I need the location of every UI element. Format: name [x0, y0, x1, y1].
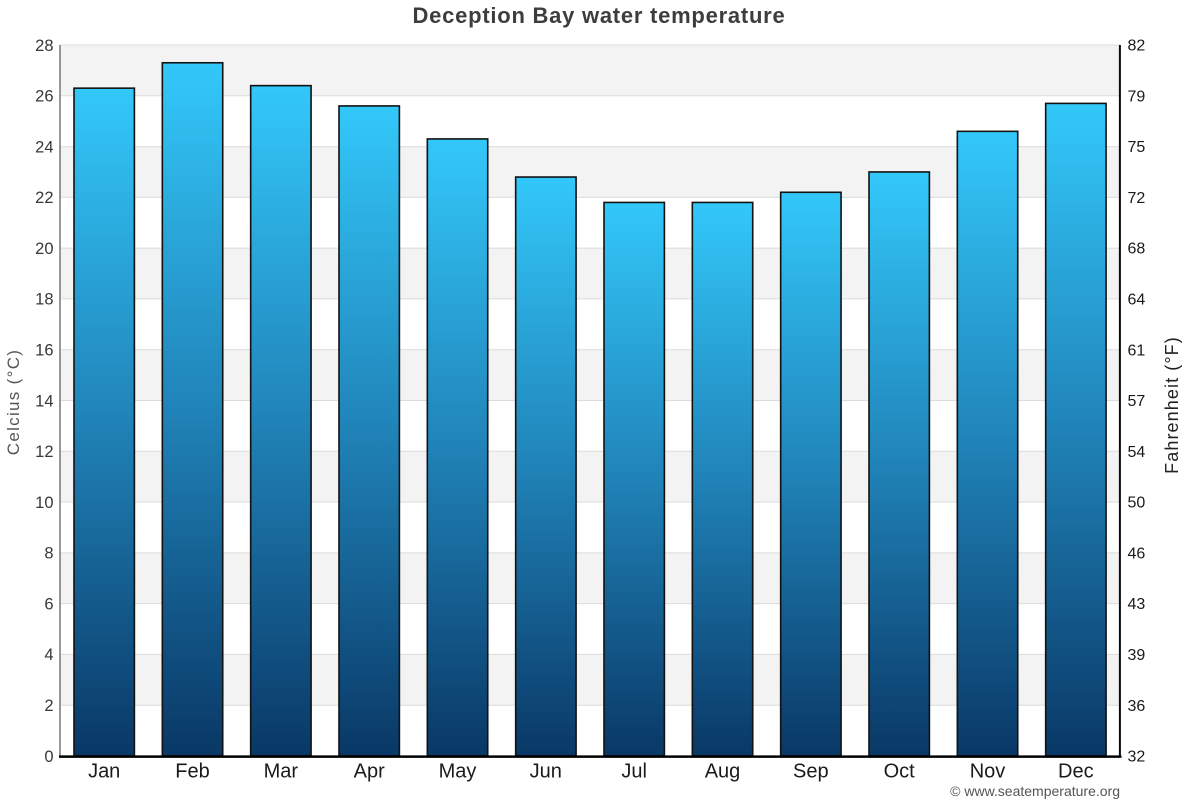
svg-text:14: 14 [35, 392, 53, 410]
svg-text:Celcius (°C): Celcius (°C) [4, 349, 23, 455]
svg-text:May: May [439, 761, 477, 783]
svg-text:20: 20 [35, 240, 53, 258]
svg-text:57: 57 [1128, 393, 1146, 410]
svg-text:72: 72 [1128, 190, 1146, 207]
svg-text:Jul: Jul [621, 761, 647, 783]
svg-text:39: 39 [1128, 647, 1146, 664]
svg-text:50: 50 [1128, 495, 1146, 512]
svg-text:18: 18 [35, 291, 53, 309]
svg-text:54: 54 [1128, 444, 1146, 461]
svg-text:82: 82 [1128, 38, 1146, 55]
svg-text:Fahrenheit (°F): Fahrenheit (°F) [1162, 336, 1182, 474]
svg-text:10: 10 [35, 494, 53, 512]
svg-text:64: 64 [1128, 292, 1146, 309]
svg-text:12: 12 [35, 443, 53, 461]
svg-text:68: 68 [1128, 241, 1146, 258]
svg-text:Aug: Aug [705, 761, 741, 783]
svg-text:Jun: Jun [530, 761, 562, 783]
svg-text:32: 32 [1128, 749, 1146, 766]
svg-text:4: 4 [44, 646, 53, 664]
svg-text:Jan: Jan [88, 761, 120, 783]
svg-text:8: 8 [44, 545, 53, 563]
svg-text:Oct: Oct [884, 761, 916, 783]
svg-text:22: 22 [35, 189, 53, 207]
svg-text:Sep: Sep [793, 761, 829, 783]
svg-text:Dec: Dec [1058, 761, 1094, 783]
svg-text:16: 16 [35, 342, 53, 360]
svg-text:Mar: Mar [264, 761, 299, 783]
svg-text:36: 36 [1128, 698, 1146, 715]
svg-text:61: 61 [1128, 342, 1146, 359]
svg-text:43: 43 [1128, 596, 1146, 613]
svg-text:Deception Bay water temperatur: Deception Bay water temperature [413, 3, 786, 28]
svg-text:75: 75 [1128, 139, 1146, 156]
svg-text:28: 28 [35, 37, 53, 55]
svg-text:6: 6 [44, 595, 53, 613]
svg-text:0: 0 [44, 748, 53, 766]
svg-text:26: 26 [35, 88, 53, 106]
svg-text:Nov: Nov [970, 761, 1006, 783]
svg-text:79: 79 [1128, 88, 1146, 105]
svg-text:© www.seatemperature.org: © www.seatemperature.org [950, 783, 1120, 799]
svg-text:24: 24 [35, 138, 53, 156]
svg-text:2: 2 [44, 697, 53, 715]
svg-text:Apr: Apr [354, 761, 385, 783]
svg-text:46: 46 [1128, 546, 1146, 563]
svg-text:Feb: Feb [175, 761, 209, 783]
